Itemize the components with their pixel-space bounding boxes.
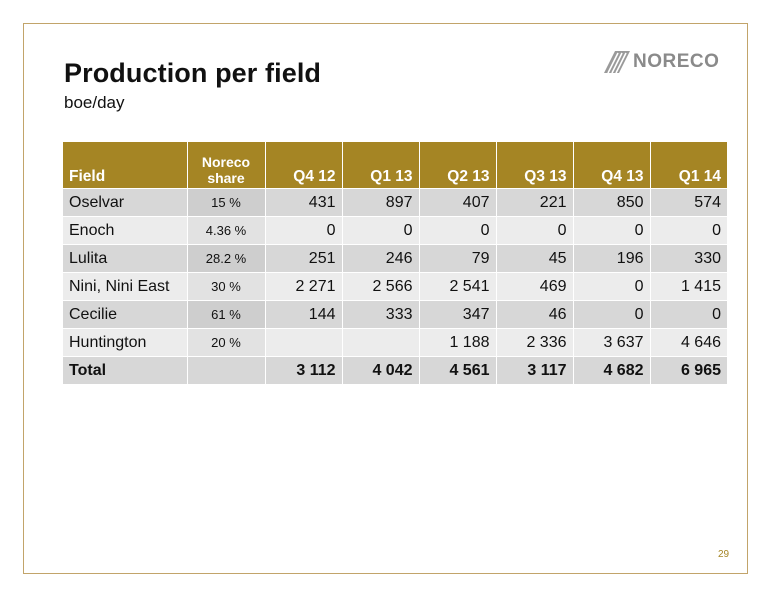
total-value-cell: 3 112 xyxy=(264,356,342,384)
value-cell: 0 xyxy=(264,216,342,245)
header-quarter: Q1 13 xyxy=(341,142,419,189)
field-name: Cecilie xyxy=(63,300,187,329)
value-cell: 0 xyxy=(572,216,650,245)
field-name: Huntington xyxy=(63,328,187,357)
header-share-line2: share xyxy=(207,170,245,186)
value-cell: 46 xyxy=(495,300,573,329)
total-value-cell: 4 042 xyxy=(341,356,419,384)
header-quarter: Q1 14 xyxy=(649,142,727,189)
value-cell: 0 xyxy=(649,216,727,245)
table-header-row: Field Noreco share Q4 12 Q1 13 Q2 13 Q3 1… xyxy=(63,142,727,189)
share-cell: 28.2 % xyxy=(186,244,265,273)
table-row: Cecilie 61 % 144 333 347 46 0 0 xyxy=(63,300,727,329)
header-quarter: Q2 13 xyxy=(418,142,496,189)
value-cell: 330 xyxy=(649,244,727,273)
value-cell: 347 xyxy=(418,300,496,329)
share-cell xyxy=(186,356,265,384)
value-cell: 221 xyxy=(495,188,573,217)
value-cell: 0 xyxy=(649,300,727,329)
value-cell: 1 188 xyxy=(418,328,496,357)
value-cell: 144 xyxy=(264,300,342,329)
noreco-logo: NORECO xyxy=(604,50,719,74)
value-cell: 469 xyxy=(495,272,573,301)
value-cell xyxy=(264,328,342,357)
total-row: Total 3 112 4 042 4 561 3 117 4 682 6 96… xyxy=(63,356,727,384)
header-noreco-share: Noreco share xyxy=(186,142,265,189)
share-cell: 20 % xyxy=(186,328,265,357)
value-cell: 897 xyxy=(341,188,419,217)
production-table: Field Noreco share Q4 12 Q1 13 Q2 13 Q3 1… xyxy=(63,142,727,384)
header-quarter: Q4 13 xyxy=(572,142,650,189)
header-field: Field xyxy=(63,142,187,189)
value-cell: 246 xyxy=(341,244,419,273)
share-cell: 15 % xyxy=(186,188,265,217)
value-cell: 196 xyxy=(572,244,650,273)
value-cell: 431 xyxy=(264,188,342,217)
table-row: Oselvar 15 % 431 897 407 221 850 574 xyxy=(63,188,727,217)
value-cell: 0 xyxy=(495,216,573,245)
total-value-cell: 6 965 xyxy=(649,356,727,384)
total-value-cell: 3 117 xyxy=(495,356,573,384)
value-cell: 333 xyxy=(341,300,419,329)
table-row: Enoch 4.36 % 0 0 0 0 0 0 xyxy=(63,216,727,245)
table-row: Huntington 20 % 1 188 2 336 3 637 4 646 xyxy=(63,328,727,357)
value-cell: 2 566 xyxy=(341,272,419,301)
field-name: Nini, Nini East xyxy=(63,272,187,301)
total-label: Total xyxy=(63,356,187,384)
logo-text: NORECO xyxy=(633,51,720,72)
total-value-cell: 4 682 xyxy=(572,356,650,384)
value-cell: 1 415 xyxy=(649,272,727,301)
share-cell: 61 % xyxy=(186,300,265,329)
share-cell: 30 % xyxy=(186,272,265,301)
value-cell: 2 271 xyxy=(264,272,342,301)
page-number: 29 xyxy=(718,549,730,560)
table-row: Lulita 28.2 % 251 246 79 45 196 330 xyxy=(63,244,727,273)
header-quarter: Q3 13 xyxy=(495,142,573,189)
value-cell: 0 xyxy=(418,216,496,245)
value-cell: 407 xyxy=(418,188,496,217)
value-cell: 0 xyxy=(341,216,419,245)
table-row: Nini, Nini East 30 % 2 271 2 566 2 541 4… xyxy=(63,272,727,301)
value-cell: 0 xyxy=(572,300,650,329)
slide-title: Production per field xyxy=(64,58,322,88)
value-cell: 2 541 xyxy=(418,272,496,301)
field-name: Lulita xyxy=(63,244,187,273)
value-cell: 850 xyxy=(572,188,650,217)
share-cell: 4.36 % xyxy=(186,216,265,245)
field-name: Enoch xyxy=(63,216,187,245)
value-cell: 79 xyxy=(418,244,496,273)
field-name: Oselvar xyxy=(63,188,187,217)
value-cell: 0 xyxy=(572,272,650,301)
total-value-cell: 4 561 xyxy=(418,356,496,384)
slide-subtitle: boe/day xyxy=(64,93,125,112)
value-cell: 251 xyxy=(264,244,342,273)
noreco-logo-mark-icon xyxy=(604,51,630,73)
header-share-line1: Noreco xyxy=(201,154,251,170)
value-cell: 574 xyxy=(649,188,727,217)
value-cell: 45 xyxy=(495,244,573,273)
header-quarter: Q4 12 xyxy=(264,142,342,189)
value-cell xyxy=(341,328,419,357)
value-cell: 3 637 xyxy=(572,328,650,357)
value-cell: 2 336 xyxy=(495,328,573,357)
value-cell: 4 646 xyxy=(649,328,727,357)
